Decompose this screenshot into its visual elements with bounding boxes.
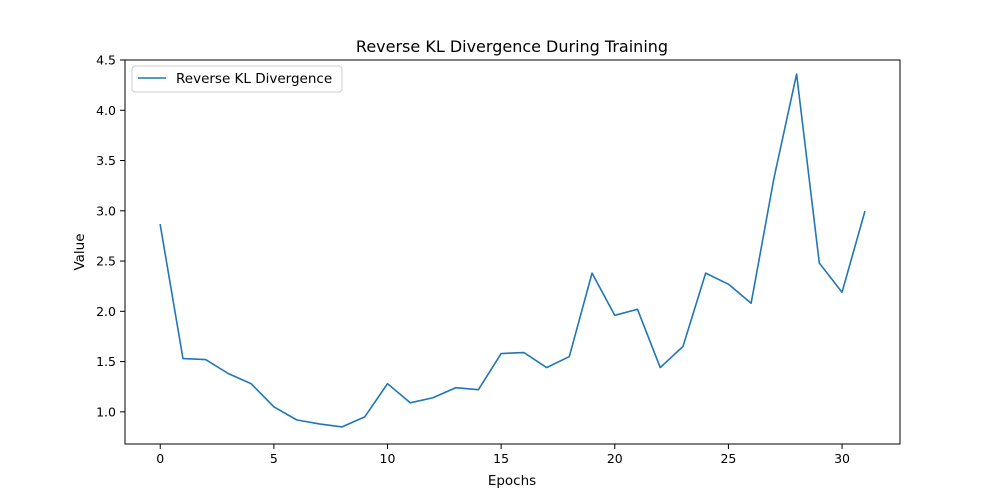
plot-area: 0 5 10 15 20 25 30 1.0 1.5 2.0 2.5 3.0 3.5 4.0 4.5 [96,53,901,466]
chart-title: Reverse KL Divergence During Training [356,37,668,56]
series-layer [159,73,866,428]
y-tick-label: 4.0 [96,103,116,118]
y-axis-label: Value [72,233,88,270]
x-tick-label: 15 [493,451,509,466]
y-tick-label: 1.5 [96,354,116,369]
x-axis-ticks: 0 5 10 15 20 25 30 [156,444,850,466]
x-tick-label: 10 [380,451,396,466]
legend: Reverse KL Divergence [131,65,343,93]
x-tick-label: 20 [607,451,623,466]
y-tick-label: 3.5 [96,153,116,168]
y-tick-label: 2.0 [96,304,116,319]
x-tick-label: 0 [156,451,164,466]
y-tick-label: 2.5 [96,254,116,269]
x-tick-label: 5 [270,451,278,466]
legend-label: Reverse KL Divergence [176,71,332,87]
y-tick-label: 3.0 [96,203,116,218]
legend-box [131,65,343,93]
x-tick-label: 25 [720,451,736,466]
axes-frame [124,59,901,445]
y-tick-label: 1.0 [96,404,116,419]
series-line [159,73,866,428]
y-axis-ticks: 1.0 1.5 2.0 2.5 3.0 3.5 4.0 4.5 [96,53,125,419]
x-axis-label: Epochs [488,473,536,489]
x-tick-label: 30 [834,451,850,466]
y-tick-label: 4.5 [96,53,116,68]
